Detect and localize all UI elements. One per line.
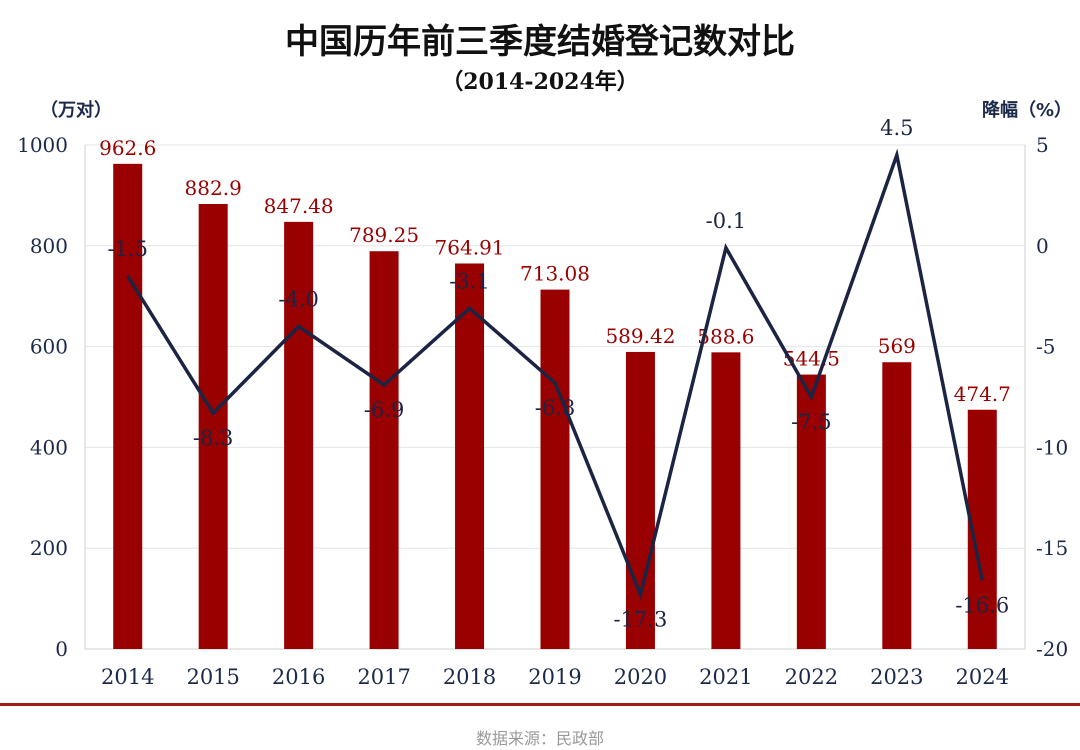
chart-subtitle: （2014-2024年） xyxy=(441,69,639,95)
line-value-label: -0.1 xyxy=(706,209,747,233)
bar xyxy=(369,251,399,649)
bar xyxy=(625,351,655,649)
x-tick-label: 2015 xyxy=(186,665,239,689)
x-tick-label: 2022 xyxy=(785,665,838,689)
right-tick-label: -20 xyxy=(1036,637,1068,661)
x-tick-label: 2018 xyxy=(443,665,496,689)
x-tick-label: 2014 xyxy=(101,665,154,689)
left-tick-label: 800 xyxy=(30,234,68,258)
bottom-divider xyxy=(0,703,1080,706)
line-value-label: -6.8 xyxy=(535,396,576,420)
right-tick-label: -5 xyxy=(1036,335,1055,359)
bar xyxy=(284,221,314,649)
bar xyxy=(711,352,741,649)
left-tick-label: 400 xyxy=(30,435,68,459)
bar xyxy=(198,204,228,649)
line-value-label: -17.3 xyxy=(614,608,668,632)
line-value-label: -1.5 xyxy=(107,237,148,261)
line-value-label: -3.1 xyxy=(449,269,490,293)
x-tick-label: 2016 xyxy=(272,665,325,689)
x-tick-label: 2023 xyxy=(870,665,923,689)
right-tick-label: 5 xyxy=(1036,133,1049,157)
left-tick-label: 600 xyxy=(30,335,68,359)
line-value-label: -4.0 xyxy=(278,287,319,311)
bar-value-label: 882.9 xyxy=(185,176,242,200)
bar xyxy=(882,362,912,649)
x-tick-label: 2017 xyxy=(357,665,410,689)
left-tick-label: 1000 xyxy=(17,133,68,157)
bar-value-label: 713.08 xyxy=(520,262,590,286)
bar-value-label: 569 xyxy=(878,334,916,358)
line-value-label: -6.9 xyxy=(364,398,405,422)
line-value-label: -8.3 xyxy=(193,426,234,450)
source-note: 数据来源：民政部 xyxy=(475,729,604,748)
left-tick-label: 200 xyxy=(30,536,68,560)
bar-value-label: 589.42 xyxy=(605,324,675,348)
bar-value-label: 789.25 xyxy=(349,223,419,247)
bar xyxy=(540,289,570,649)
x-tick-label: 2019 xyxy=(528,665,581,689)
right-tick-label: -15 xyxy=(1036,536,1068,560)
bar-value-label: 962.6 xyxy=(99,136,156,160)
line-value-label: -7.5 xyxy=(791,410,832,434)
chart-title: 中国历年前三季度结婚登记数对比 xyxy=(285,22,795,62)
bar xyxy=(796,374,826,649)
bar-value-label: 474.7 xyxy=(954,382,1011,406)
right-tick-label: -10 xyxy=(1036,435,1068,459)
right-tick-label: 0 xyxy=(1036,234,1049,258)
right-axis-unit: 降幅（%） xyxy=(981,100,1072,121)
bar xyxy=(455,263,485,649)
bar xyxy=(113,163,143,649)
bar-value-label: 764.91 xyxy=(435,235,505,259)
x-tick-label: 2021 xyxy=(699,665,752,689)
x-tick-label: 2024 xyxy=(956,665,1009,689)
left-axis-unit: （万对） xyxy=(40,100,112,121)
line-value-label: -16.6 xyxy=(955,593,1009,617)
left-tick-label: 0 xyxy=(55,637,68,661)
line-value-label: 4.5 xyxy=(880,116,913,140)
x-tick-label: 2020 xyxy=(614,665,667,689)
bar-value-label: 847.48 xyxy=(264,194,334,218)
